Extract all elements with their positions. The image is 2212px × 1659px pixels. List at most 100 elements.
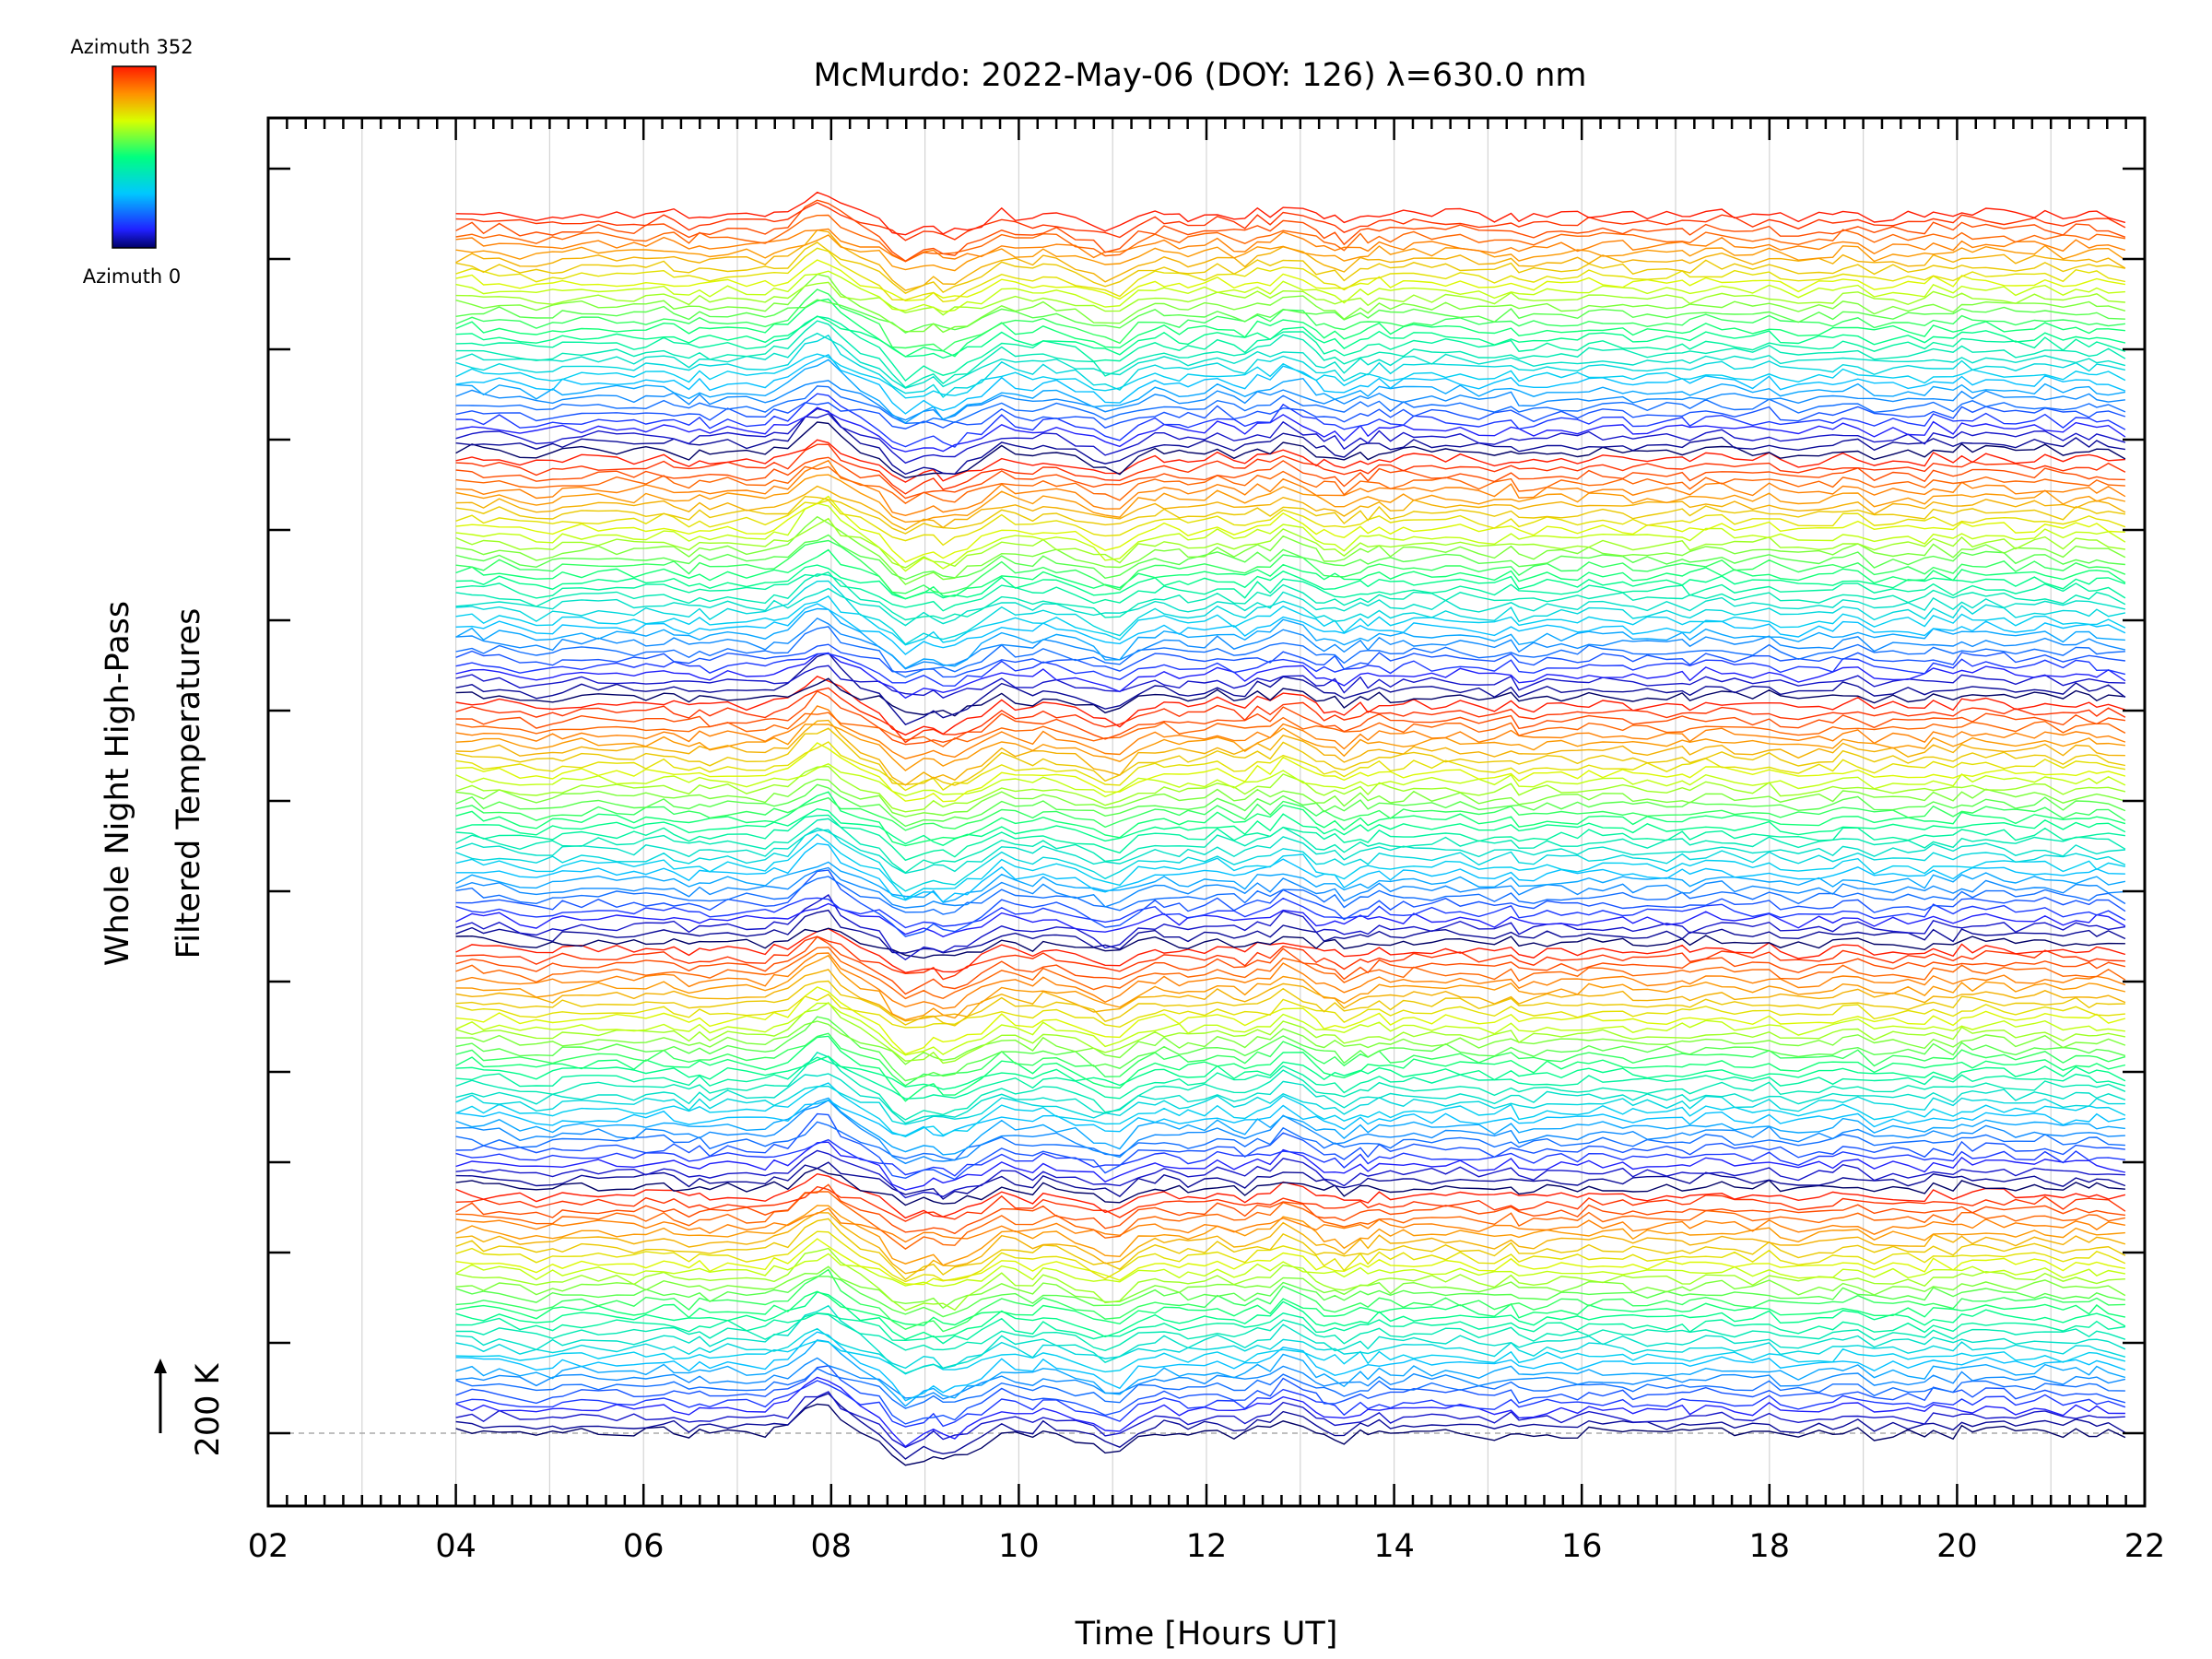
series-line	[455, 539, 2126, 594]
series-line	[455, 994, 2125, 1029]
series-line	[455, 1099, 2125, 1165]
series-line	[455, 229, 2126, 291]
series-line	[455, 626, 2125, 678]
series-line	[455, 954, 2126, 1021]
series-line	[455, 273, 2126, 334]
series-line	[455, 298, 2125, 358]
series-line	[455, 742, 2126, 803]
series-line	[455, 1001, 2126, 1065]
series-line	[455, 228, 2126, 263]
series-line	[455, 485, 2126, 531]
series-line	[455, 234, 2126, 272]
series-line	[455, 502, 2126, 572]
series-line	[455, 1055, 2126, 1090]
series-line	[455, 1161, 2126, 1200]
x-tick-label: 04	[435, 1528, 477, 1565]
series-line	[455, 935, 2126, 995]
series-line	[455, 690, 2126, 746]
series-line	[455, 677, 2125, 717]
series-line	[455, 1276, 2126, 1318]
x-tick-label: 08	[811, 1528, 853, 1565]
series-line	[455, 315, 2126, 359]
series-group	[455, 191, 2126, 1466]
series-line	[455, 402, 2126, 429]
series-line	[455, 587, 2126, 627]
series-line	[455, 1205, 2125, 1266]
series-line	[455, 270, 2125, 313]
series-line	[455, 894, 2126, 961]
series-line	[455, 791, 2126, 847]
series-line	[455, 259, 2126, 302]
series-line	[455, 719, 2125, 786]
y-axis-label-line2: Filtered Temperatures	[171, 608, 207, 959]
scale-marker-label: 200 K	[190, 1363, 227, 1457]
series-line	[455, 1167, 2125, 1206]
series-line	[455, 842, 2125, 903]
colorbar-bottom-label: Azimuth 0	[83, 265, 182, 288]
series-line	[455, 897, 2126, 929]
series-line	[455, 406, 2126, 453]
series-line	[455, 1002, 2125, 1056]
series-line	[455, 1339, 2126, 1407]
series-line	[455, 1056, 2126, 1100]
series-line	[455, 1339, 2126, 1375]
series-line	[455, 320, 2126, 389]
series-line	[455, 1185, 2126, 1222]
series-line	[455, 332, 2126, 389]
x-tick-label: 14	[1373, 1528, 1415, 1565]
series-line	[455, 299, 2125, 334]
series-line	[455, 783, 2126, 828]
series-line	[455, 580, 2126, 645]
series-line	[455, 969, 2126, 1022]
series-line	[455, 947, 2126, 1000]
series-line	[455, 359, 2126, 424]
series-line	[455, 617, 2126, 670]
series-line	[455, 902, 2126, 938]
series-line	[455, 687, 2126, 744]
series-line	[455, 1380, 2126, 1428]
series-line	[455, 1212, 2126, 1275]
series-line	[455, 833, 2126, 900]
chart-title: McMurdo: 2022-May-06 (DOY: 126) λ=630.0 …	[814, 57, 1587, 94]
series-line	[455, 573, 2126, 621]
series-line	[455, 571, 2126, 612]
series-line	[455, 876, 2126, 915]
series-line	[455, 861, 2126, 903]
series-line	[455, 986, 2126, 1055]
x-tick-label: 20	[1936, 1528, 1978, 1565]
series-line	[455, 1138, 2125, 1177]
series-line	[455, 202, 2126, 241]
series-line	[455, 1268, 2125, 1333]
series-line	[455, 1172, 2126, 1219]
series-line	[455, 465, 2125, 504]
series-line	[455, 1327, 2126, 1370]
series-line	[455, 778, 2126, 818]
series-line	[455, 315, 2126, 382]
series-line	[455, 353, 2126, 399]
series-line	[455, 495, 2125, 563]
series-line	[455, 665, 2125, 700]
series-line	[455, 407, 2126, 476]
series-line	[455, 1016, 2126, 1082]
series-line	[455, 1331, 2126, 1402]
series-line	[455, 564, 2126, 600]
series-line	[455, 652, 2126, 700]
series-line	[455, 607, 2125, 669]
series-line	[455, 247, 2126, 303]
series-line	[455, 1052, 2126, 1121]
series-line	[455, 385, 2126, 425]
series-line	[455, 724, 2125, 771]
colorbar	[112, 65, 157, 249]
series-line	[455, 741, 2126, 792]
series-line	[455, 1393, 2126, 1460]
series-line	[455, 1365, 2126, 1425]
series-line	[455, 927, 2126, 974]
series-line	[455, 818, 2126, 874]
series-line	[455, 727, 2126, 786]
series-line	[455, 1403, 2126, 1466]
series-line	[455, 1085, 2125, 1125]
grid	[361, 118, 2052, 1506]
series-line	[455, 705, 2126, 759]
series-line	[455, 214, 2126, 263]
